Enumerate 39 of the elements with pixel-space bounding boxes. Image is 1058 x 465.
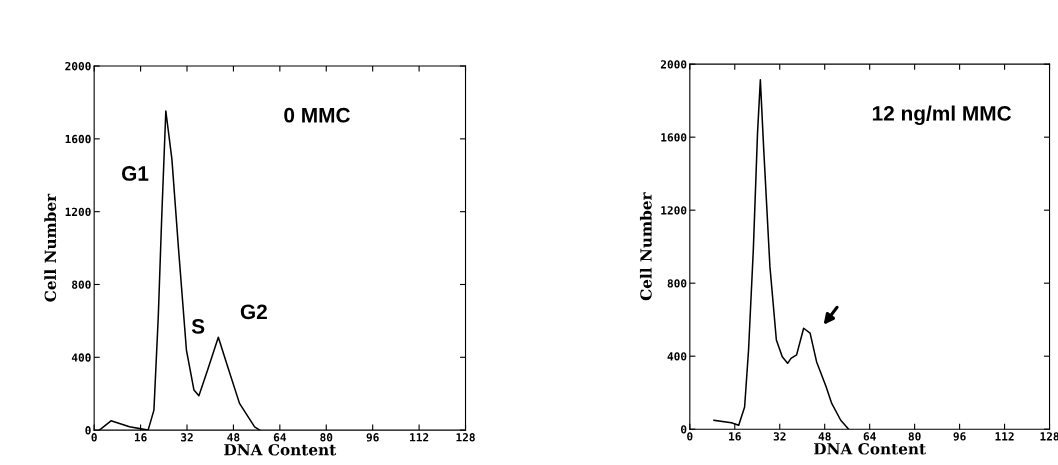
y-tick-label: 2000 xyxy=(65,62,91,71)
x-tick-label: 0 xyxy=(91,433,97,442)
x-tick-label: 96 xyxy=(366,433,379,442)
x-tick-label: 112 xyxy=(995,432,1014,441)
y-tick-label: 400 xyxy=(71,353,91,362)
x-tick-label: 80 xyxy=(320,433,333,442)
y-axis-title: Cell Number xyxy=(44,193,57,302)
x-tick-label: 64 xyxy=(273,433,287,442)
annotation: G1 xyxy=(121,166,149,181)
x-tick-label: 64 xyxy=(863,432,876,441)
y-tick-label: 2000 xyxy=(660,60,687,69)
x-axis-title: DNA Content xyxy=(814,443,926,455)
y-tick-label: 1200 xyxy=(661,206,687,215)
y-tick-label: 0 xyxy=(681,425,687,434)
y-axis-title: Cell Number xyxy=(639,192,652,301)
y-tick-label: 400 xyxy=(667,352,687,361)
x-tick-label: 16 xyxy=(134,433,147,442)
x-tick-label: 32 xyxy=(180,433,193,442)
annotation: G2 xyxy=(240,304,267,320)
x-tick-label: 32 xyxy=(773,432,786,441)
x-tick-label: 128 xyxy=(456,433,475,442)
x-tick-label: 48 xyxy=(818,432,831,441)
x-tick-label: 112 xyxy=(410,433,429,442)
y-tick-label: 800 xyxy=(72,280,91,289)
annotation: S xyxy=(191,319,205,334)
x-tick-label: 128 xyxy=(1040,432,1058,441)
y-tick-label: 1200 xyxy=(65,207,91,217)
x-tick-label: 48 xyxy=(227,433,240,442)
x-tick-label: 80 xyxy=(908,432,921,441)
x-tick-label: 96 xyxy=(953,432,966,441)
y-tick-label: 800 xyxy=(667,279,687,288)
y-tick-label: 1600 xyxy=(65,134,91,144)
text: 0 MMC xyxy=(284,107,350,123)
x-tick-label: 0 xyxy=(687,432,693,441)
y-tick-label: 1600 xyxy=(661,133,687,142)
y-tick-label: 0 xyxy=(85,426,91,435)
x-axis-title: DNA Content xyxy=(224,443,337,456)
text: 12 ng/ml MMC xyxy=(872,105,1012,126)
x-tick-label: 16 xyxy=(729,432,741,441)
